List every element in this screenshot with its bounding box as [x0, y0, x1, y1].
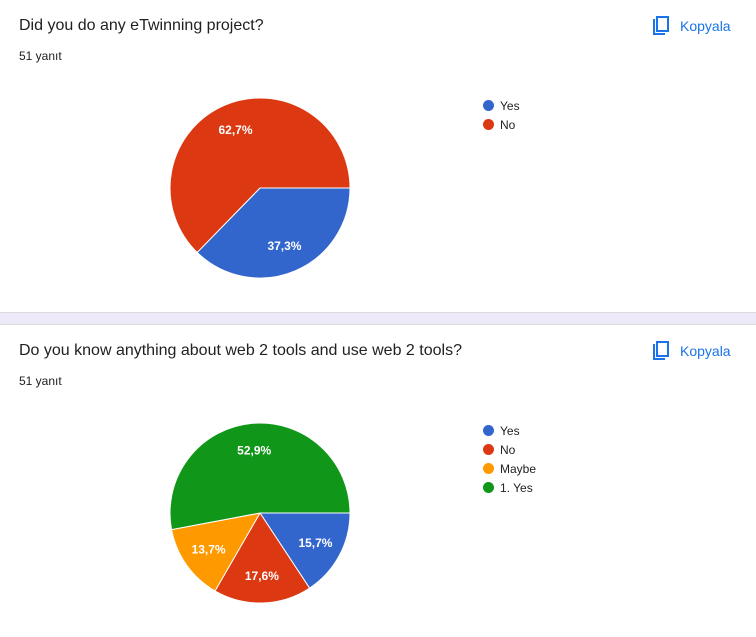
pie-slice-no[interactable] — [214, 512, 311, 604]
slice-label: 17,6% — [245, 569, 279, 583]
legend-item[interactable]: Maybe — [483, 459, 536, 478]
chart-legend: Yes No — [483, 96, 520, 134]
legend-swatch — [483, 100, 494, 111]
response-count: 51 yanıt — [19, 49, 62, 63]
copy-icon — [653, 16, 669, 35]
copy-icon — [653, 341, 669, 360]
slice-label: 62,7% — [219, 123, 253, 137]
pie-slice-yes[interactable] — [196, 187, 351, 279]
pie-slice-no[interactable] — [169, 97, 351, 254]
section-divider — [0, 312, 756, 325]
legend-item[interactable]: No — [483, 115, 520, 134]
question-title: Did you do any eTwinning project? — [19, 17, 264, 34]
pie-chart: 37,3% 62,7% — [169, 97, 351, 279]
pie-chart: 15,7% 17,6% 13,7% 52,9% — [169, 422, 351, 604]
slice-label: 15,7% — [298, 536, 332, 550]
legend-label: Maybe — [500, 461, 537, 476]
legend-label: Yes — [500, 423, 520, 438]
legend-label: No — [500, 442, 516, 457]
pie-slice-maybe[interactable] — [170, 512, 261, 592]
legend-swatch — [483, 119, 494, 130]
slice-label: 13,7% — [192, 542, 226, 556]
copy-button[interactable]: Kopyala — [652, 341, 731, 361]
legend-label: 1. Yes — [500, 480, 533, 495]
slice-label: 52,9% — [237, 443, 271, 457]
legend-swatch — [483, 444, 494, 455]
response-count: 51 yanıt — [19, 374, 62, 388]
legend-item[interactable]: No — [483, 440, 536, 459]
copy-label: Kopyala — [680, 18, 731, 34]
legend-item[interactable]: 1. Yes — [483, 478, 536, 497]
legend-swatch — [483, 482, 494, 493]
legend-label: Yes — [500, 98, 520, 113]
pie-slice-yes[interactable] — [259, 512, 351, 589]
question-card-1: Did you do any eTwinning project? 51 yan… — [0, 0, 756, 312]
chart-legend: Yes No Maybe 1. Yes — [483, 421, 536, 497]
legend-swatch — [483, 463, 494, 474]
copy-button[interactable]: Kopyala — [652, 16, 731, 36]
legend-item[interactable]: Yes — [483, 421, 536, 440]
slice-label: 37,3% — [267, 239, 301, 253]
copy-label: Kopyala — [680, 343, 731, 359]
question-card-2: Do you know anything about web 2 tools a… — [0, 325, 756, 637]
legend-item[interactable]: Yes — [483, 96, 520, 115]
pie-slice-1-yes[interactable] — [169, 422, 351, 531]
legend-label: No — [500, 117, 516, 132]
legend-swatch — [483, 425, 494, 436]
question-title: Do you know anything about web 2 tools a… — [19, 342, 462, 359]
